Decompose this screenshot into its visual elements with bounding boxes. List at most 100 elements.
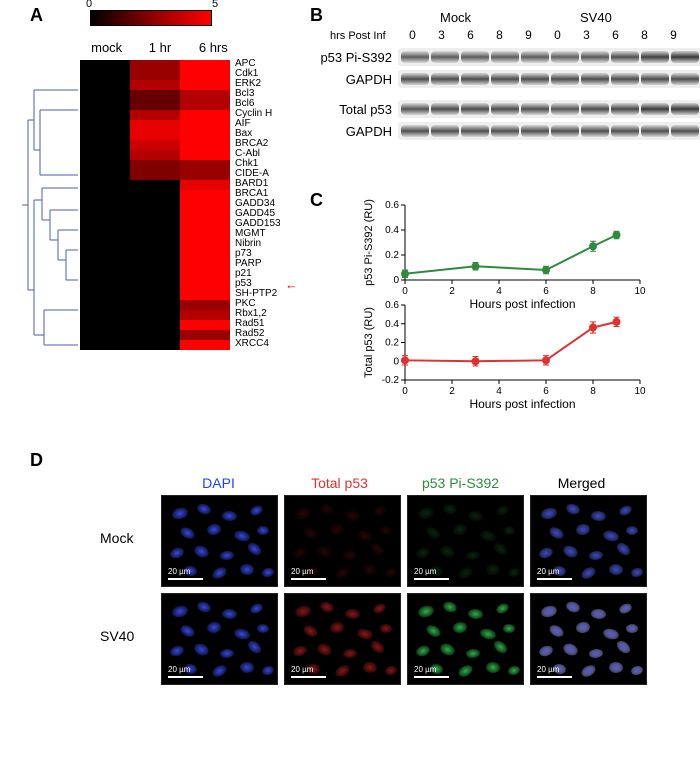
heatmap-cell — [130, 220, 180, 230]
nucleus — [380, 624, 392, 633]
nucleus — [548, 525, 566, 541]
wb-group-mock: Mock — [440, 10, 471, 25]
nucleus — [589, 648, 604, 658]
wb-row-label: GAPDH — [312, 122, 398, 140]
micrograph-dapi: 20 µm — [161, 593, 278, 685]
nucleus — [442, 502, 459, 516]
wb-band — [611, 125, 639, 137]
heatmap-cell — [130, 80, 180, 90]
nucleus — [363, 661, 378, 673]
nucleus — [257, 624, 269, 633]
heatmap-cell — [80, 290, 130, 300]
heatmap-cell — [180, 270, 230, 280]
nucleus — [495, 602, 511, 616]
heatmap-cell — [80, 190, 130, 200]
heatmap-cell — [80, 280, 130, 290]
heatmap-row — [80, 310, 230, 320]
nucleus — [302, 525, 320, 541]
micrograph-merged: 20 µm — [530, 593, 647, 685]
nucleus — [315, 543, 333, 559]
wb-lane-set — [398, 100, 700, 118]
wb-timepoint: 9 — [659, 28, 688, 42]
svg-text:6: 6 — [543, 386, 549, 397]
heatmap-row — [80, 120, 230, 130]
svg-text:p53 Pi-S392 (RU): p53 Pi-S392 (RU) — [363, 199, 375, 286]
scalebar — [168, 578, 203, 580]
wb-band — [671, 125, 699, 137]
heatmap-cell — [130, 300, 180, 310]
nucleus — [630, 567, 644, 579]
svg-text:-0.2: -0.2 — [382, 375, 400, 386]
nucleus — [192, 543, 210, 559]
nucleus — [249, 504, 265, 518]
heatmap-cell — [80, 340, 130, 350]
heatmap-cell — [180, 200, 230, 210]
heatmap-cell — [80, 70, 130, 80]
svg-text:0: 0 — [393, 275, 399, 286]
nucleus — [486, 661, 501, 673]
heatmap-row — [80, 90, 230, 100]
nucleus — [417, 604, 435, 619]
svg-text:0.2: 0.2 — [385, 250, 399, 261]
scalebar — [414, 676, 449, 678]
heatmap-cell — [130, 230, 180, 240]
scalebar — [414, 578, 449, 580]
nucleus — [329, 621, 345, 634]
scalebar-label: 20 µm — [537, 665, 559, 674]
heatmap-cell — [180, 260, 230, 270]
heatmap-row — [80, 340, 230, 350]
nucleus — [538, 546, 555, 560]
wb-band — [581, 103, 609, 115]
wb-band — [521, 125, 549, 137]
nucleus — [196, 502, 213, 516]
nucleus — [257, 526, 269, 535]
svg-text:Hours post infection: Hours post infection — [469, 397, 575, 411]
heatmap-cell — [180, 110, 230, 120]
heatmap-cell — [80, 330, 130, 340]
wb-band — [461, 51, 489, 63]
heatmap-row-label: XRCC4 — [235, 339, 269, 349]
wb-group-sv40: SV40 — [580, 10, 612, 25]
nucleus — [315, 641, 333, 657]
wb-row: GAPDH — [312, 122, 700, 140]
heatmap-cell — [80, 140, 130, 150]
wb-band — [581, 51, 609, 63]
nucleus — [540, 604, 558, 619]
heatmap-cell — [80, 90, 130, 100]
nucleus — [507, 567, 521, 579]
heatmap-cell — [80, 130, 130, 140]
nucleus — [334, 663, 352, 679]
heatmap-row — [80, 300, 230, 310]
heatmap-cell — [130, 60, 180, 70]
nucleus — [343, 550, 358, 560]
wb-band — [491, 103, 519, 115]
wb-timepoint: 0 — [398, 28, 427, 42]
svg-text:8: 8 — [590, 386, 596, 397]
heatmap-cell — [80, 240, 130, 250]
wb-band — [401, 51, 429, 63]
heatmap-cell — [180, 330, 230, 340]
heatmap — [80, 60, 230, 350]
heatmap-cell — [130, 120, 180, 130]
wb-row-label: p53 Pi-S392 — [312, 48, 398, 66]
micrograph-row-label: SV40 — [100, 593, 155, 685]
nucleus — [538, 644, 555, 658]
nucleus — [240, 563, 255, 575]
nucleus — [466, 648, 481, 658]
heatmap-cell — [80, 210, 130, 220]
heatmap-row — [80, 150, 230, 160]
wb-band — [461, 103, 489, 115]
nucleus — [220, 648, 235, 658]
heatmap-cell — [130, 200, 180, 210]
scalebar-label: 20 µm — [537, 567, 559, 576]
svg-text:0.6: 0.6 — [385, 200, 399, 211]
wb-row-label: Total p53 — [312, 100, 398, 118]
nucleus — [580, 663, 598, 679]
wb-row: p53 Pi-S392 — [312, 48, 700, 66]
heatmap-cell — [130, 90, 180, 100]
heatmap-row — [80, 130, 230, 140]
heatmap-row — [80, 280, 230, 290]
nucleus — [415, 546, 432, 560]
nucleus — [479, 529, 497, 543]
nucleus — [580, 565, 598, 581]
